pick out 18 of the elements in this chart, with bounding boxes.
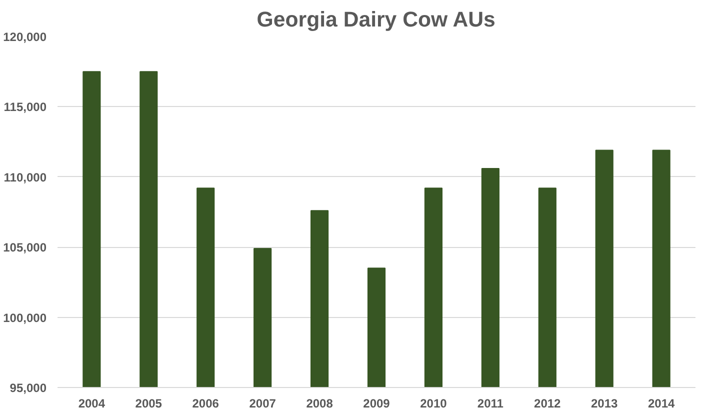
x-tick-label: 2013 (591, 396, 618, 410)
chart-title: Georgia Dairy Cow AUs (256, 8, 496, 32)
y-tick-label: 120,000 (3, 30, 47, 44)
x-tick-label: 2010 (420, 396, 448, 410)
x-tick-label: 2007 (249, 396, 276, 410)
y-tick-label: 110,000 (4, 170, 47, 184)
x-tick-label: 2005 (135, 396, 162, 410)
y-tick-label: 95,000 (10, 381, 47, 395)
x-tick-label: 2009 (363, 396, 390, 410)
y-tick-label: 100,000 (3, 310, 47, 325)
x-tick-label: 2006 (192, 396, 220, 410)
y-tick-label: 115,000 (4, 100, 47, 114)
y-tick-label: 105,000 (3, 240, 47, 255)
x-tick-label: 2008 (306, 396, 334, 410)
x-tick-label: 2004 (78, 396, 106, 410)
x-tick-label: 2014 (648, 396, 675, 410)
x-tick-label: 2011 (477, 396, 504, 410)
x-tick-label: 2012 (534, 396, 562, 410)
